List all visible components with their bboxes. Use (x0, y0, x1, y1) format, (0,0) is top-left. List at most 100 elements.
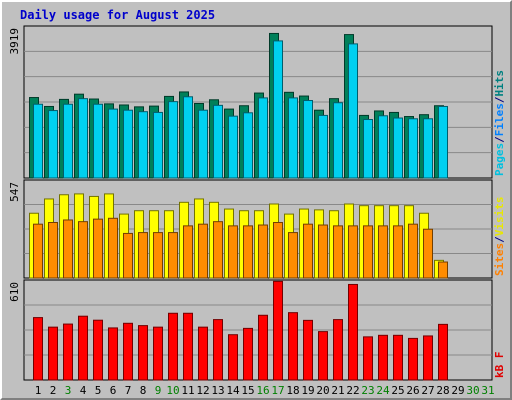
bar-sites (273, 221, 283, 279)
x-tick-label: 15 (241, 384, 254, 397)
bar-kb-f (48, 326, 58, 381)
bar-kb-f (273, 280, 283, 381)
x-tick-label: 7 (125, 384, 132, 397)
bar-pages (78, 98, 88, 179)
x-tick-label: 18 (286, 384, 299, 397)
x-tick-label: 5 (95, 384, 102, 397)
bar-sites (108, 217, 118, 279)
bar-sites (288, 232, 298, 279)
bar-pages (93, 103, 103, 179)
bar-kb-f (318, 331, 328, 381)
bar-kb-f (303, 319, 313, 381)
bar-pages (303, 100, 313, 179)
bar-sites (93, 218, 103, 279)
bar-pages (408, 118, 418, 179)
bar-sites (303, 223, 313, 279)
bar-kb-f (348, 283, 358, 381)
legend-entry: / (493, 96, 506, 103)
bar-sites (228, 225, 238, 279)
x-tick-label: 24 (376, 384, 390, 397)
bar-pages (153, 111, 163, 179)
panel-legend-label: Pages/Files/Hits (493, 70, 506, 176)
bar-kb-f (243, 327, 253, 381)
bar-sites (408, 223, 418, 279)
bar-sites (393, 225, 403, 279)
bar-pages (228, 115, 238, 179)
legend-entry: Pages (493, 143, 506, 176)
legend-entry: Visits (493, 197, 506, 237)
x-tick-label: 1 (35, 384, 42, 397)
x-tick-label: 3 (65, 384, 72, 397)
bar-kb-f (198, 326, 208, 381)
bar-kb-f (288, 312, 298, 381)
bar-sites (348, 225, 358, 279)
x-tick-label: 17 (271, 384, 284, 397)
x-tick-label: 30 (466, 384, 479, 397)
x-tick-label: 9 (155, 384, 162, 397)
bar-pages (108, 108, 118, 179)
x-tick-label: 23 (361, 384, 374, 397)
bar-pages (288, 97, 298, 179)
x-tick-label: 20 (316, 384, 329, 397)
x-tick-label: 16 (256, 384, 269, 397)
x-tick-label: 31 (481, 384, 494, 397)
bar-kb-f (258, 314, 268, 381)
bar-sites (258, 224, 268, 279)
bar-kb-f (183, 312, 193, 381)
x-tick-label: 27 (421, 384, 434, 397)
bar-kb-f (438, 323, 448, 381)
bar-pages (348, 43, 358, 179)
legend-entry: Files (493, 103, 506, 136)
bar-sites (423, 228, 433, 279)
bar-kb-f (378, 334, 388, 381)
legend-entry: / (493, 136, 506, 143)
x-tick-label: 10 (166, 384, 179, 397)
bar-pages (123, 109, 133, 179)
bar-pages (378, 115, 388, 179)
panel-legend-label: kB F (493, 352, 506, 379)
x-tick-label: 28 (436, 384, 449, 397)
bar-pages (168, 101, 178, 179)
bar-sites (33, 223, 43, 279)
bar-pages (138, 111, 148, 179)
bar-pages (48, 110, 58, 179)
bar-kb-f (33, 317, 43, 381)
legend-entry: kB F (493, 352, 506, 379)
bar-pages (393, 117, 403, 179)
bar-sites (243, 225, 253, 279)
panel-legend-label: Sites/Visits (493, 197, 506, 277)
chart-title: Daily usage for August 2025 (20, 8, 216, 22)
bar-kb-f (78, 315, 88, 381)
bar-pages (183, 96, 193, 179)
bar-kb-f (93, 319, 103, 381)
bar-sites (438, 261, 448, 279)
panel-max-label: 547 (8, 182, 21, 202)
bar-kb-f (153, 326, 163, 381)
x-tick-label: 14 (226, 384, 240, 397)
x-tick-label: 2 (50, 384, 57, 397)
bar-kb-f (408, 337, 418, 381)
bar-pages (423, 118, 433, 179)
x-tick-label: 4 (80, 384, 87, 397)
bar-kb-f (123, 322, 133, 381)
x-tick-label: 19 (301, 384, 314, 397)
bar-pages (363, 119, 373, 179)
bar-kb-f (423, 335, 433, 381)
bar-pages (273, 40, 283, 179)
x-tick-label: 13 (211, 384, 224, 397)
bar-kb-f (168, 312, 178, 381)
bar-sites (213, 221, 223, 279)
bar-pages (318, 114, 328, 179)
bar-kb-f (333, 319, 343, 381)
bar-pages (243, 112, 253, 179)
bar-sites (363, 225, 373, 279)
bar-sites (168, 232, 178, 279)
bar-kb-f (138, 325, 148, 381)
x-tick-label: 11 (181, 384, 194, 397)
bar-sites (78, 221, 88, 279)
bar-pages (198, 109, 208, 179)
bar-pages (213, 104, 223, 179)
x-tick-label: 12 (196, 384, 209, 397)
